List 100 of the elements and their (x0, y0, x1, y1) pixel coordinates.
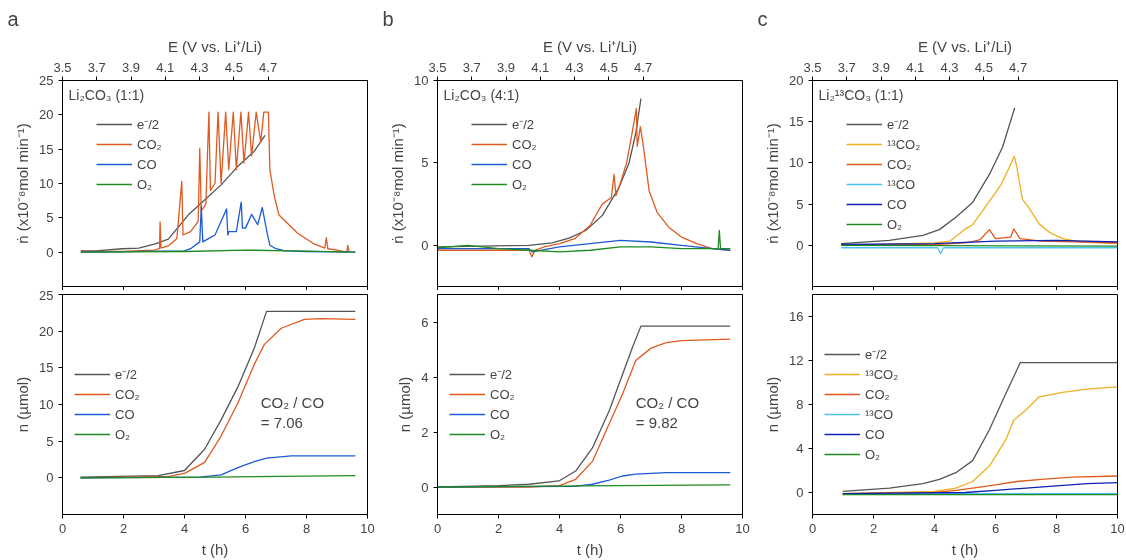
legend-label: CO (865, 426, 885, 442)
legend-label: O₂ (865, 446, 882, 462)
annotation: Li₂CO₃ (4:1) (443, 86, 520, 103)
x2-axis-title: E (V vs. Li⁺/Li) (917, 37, 1013, 55)
legend-label: CO (887, 196, 907, 212)
x2-tick-label: 4.3 (565, 59, 584, 75)
x-axis-title: t (h) (201, 540, 229, 558)
legend-label: e⁻/2 (512, 116, 535, 133)
legend-label: CO (512, 156, 532, 172)
y-tick-label: 4 (421, 369, 429, 385)
y-tick-label: 15 (39, 360, 54, 376)
y-tick-label: 2 (421, 424, 429, 440)
y-tick-label: 20 (39, 323, 54, 339)
x-tick-label: 8 (302, 520, 311, 536)
y-tick-label: 5 (46, 433, 54, 449)
y-tick-label: 0 (421, 479, 429, 495)
x2-tick-label: 3.9 (122, 59, 141, 75)
x-tick-label: 0 (58, 520, 67, 536)
y-tick-label: 0 (421, 237, 429, 253)
y-tick-label: 25 (39, 287, 54, 303)
x2-tick-label: 3.5 (803, 59, 822, 75)
x2-tick-label: 4.1 (531, 59, 550, 75)
x-tick-label: 4 (555, 520, 564, 536)
x2-tick-label: 3.7 (837, 59, 856, 75)
chart-title: b (382, 7, 394, 30)
x2-tick-label: 4.5 (599, 59, 618, 75)
legend-label: CO₂ (887, 156, 912, 172)
y-tick-label: 15 (39, 141, 54, 157)
x2-tick-label: 4.1 (156, 59, 175, 75)
x-tick-label: 6 (241, 520, 250, 536)
x-tick-label: 2 (869, 520, 878, 536)
y-tick-label: 6 (421, 314, 429, 330)
chart-title: a (7, 7, 20, 30)
x2-tick-label: 4.5 (974, 59, 993, 75)
x-tick-label: 0 (808, 520, 817, 536)
y-axis-title: ṅ (x10⁻⁸mol min⁻¹) (764, 123, 782, 244)
x-tick-label: 6 (991, 520, 1000, 536)
x2-tick-label: 4.1 (906, 59, 925, 75)
y-tick-label: 15 (789, 114, 804, 130)
legend-label: e⁻/2 (137, 116, 160, 133)
y-tick-label: 8 (796, 397, 804, 412)
y-tick-label: 0 (796, 237, 804, 253)
x-axis-title: t (h) (951, 540, 979, 558)
annotation: CO₂ / CO = 9.82 (635, 393, 700, 431)
x2-tick-label: 3.9 (497, 59, 516, 75)
y-tick-label: 0 (46, 470, 54, 486)
x2-tick-label: 4.7 (259, 59, 278, 75)
x-tick-label: 8 (677, 520, 686, 536)
y-axis-title: n (µmol) (14, 376, 32, 433)
x2-axis-title: E (V vs. Li⁺/Li) (167, 37, 263, 55)
y-axis-title: ṅ (x10⁻⁸mol min⁻¹) (389, 123, 407, 244)
y-tick-label: 10 (39, 176, 54, 191)
legend-label: CO₂ (137, 136, 162, 152)
legend-label: CO (490, 406, 510, 422)
x2-tick-label: 3.5 (53, 59, 72, 75)
x-tick-label: 10 (1110, 520, 1125, 536)
x-axis-title: t (h) (576, 540, 604, 558)
legend-label: e⁻/2 (865, 346, 888, 363)
x2-axis-title: E (V vs. Li⁺/Li) (542, 37, 638, 55)
legend-label: e⁻/2 (887, 116, 910, 133)
y-tick-label: 4 (796, 441, 804, 456)
x2-tick-label: 3.7 (87, 59, 106, 75)
x2-tick-label: 4.5 (224, 59, 243, 75)
y-axis-title: n (µmol) (396, 376, 414, 433)
y-tick-label: 10 (414, 73, 429, 88)
x-tick-label: 6 (616, 520, 625, 536)
x-tick-label: 0 (433, 520, 442, 536)
annotation: Li₂CO₃ (1:1) (68, 86, 145, 103)
legend-label: e⁻/2 (490, 366, 513, 383)
legend-label: O₂ (887, 216, 904, 232)
x2-tick-label: 3.5 (428, 59, 447, 75)
y-axis-title: n (µmol) (764, 376, 782, 433)
y-tick-label: 0 (46, 244, 54, 260)
chart-title: c (757, 7, 768, 30)
legend-label: O₂ (115, 426, 132, 442)
x-tick-label: 10 (735, 520, 750, 536)
legend-label: CO₂ (512, 136, 537, 152)
legend-label: CO₂ (865, 386, 890, 402)
legend-label: e⁻/2 (115, 366, 138, 383)
legend-label: ¹³CO (887, 176, 916, 192)
y-tick-label: 20 (789, 73, 804, 88)
y-tick-label: 0 (796, 485, 804, 500)
x-tick-label: 4 (180, 520, 189, 536)
x-tick-label: 2 (494, 520, 503, 536)
x2-tick-label: 4.3 (190, 59, 209, 75)
x2-tick-label: 3.7 (462, 59, 481, 75)
legend-label: CO (115, 406, 135, 422)
y-tick-label: 20 (39, 107, 54, 123)
legend-label: CO₂ (490, 386, 515, 402)
legend-label: O₂ (512, 176, 529, 192)
y-tick-label: 5 (796, 196, 804, 212)
y-tick-label: 12 (789, 353, 804, 368)
legend-label: O₂ (490, 426, 507, 442)
x-tick-label: 8 (1052, 520, 1061, 536)
y-axis-title: ṅ (x10⁻⁸mol min⁻¹) (14, 123, 32, 244)
x2-tick-label: 4.7 (634, 59, 653, 75)
y-tick-label: 10 (789, 155, 804, 171)
annotation: CO₂ / CO = 7.06 (260, 393, 325, 431)
y-tick-label: 5 (421, 155, 429, 171)
x-tick-label: 4 (930, 520, 939, 536)
